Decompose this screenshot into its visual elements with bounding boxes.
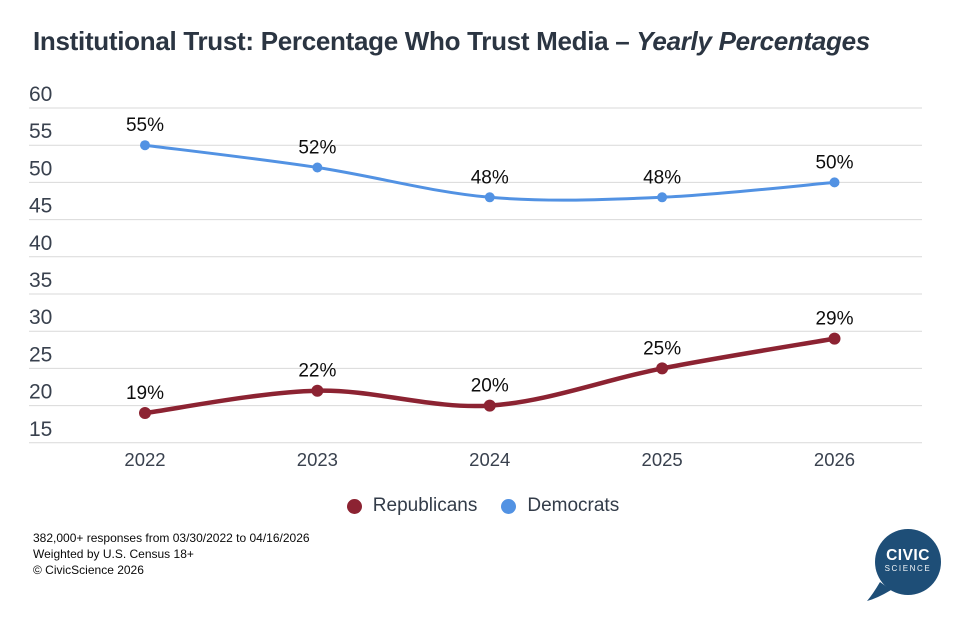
civicscience-logo-icon: CIVIC SCIENCE (867, 529, 941, 601)
data-point-democrats-2022 (140, 140, 150, 151)
data-point-democrats-2024 (484, 192, 495, 203)
y-axis-tick-label: 55 (29, 120, 52, 143)
x-axis-tick-label: 2026 (814, 449, 855, 470)
data-point-republicans-2024 (483, 399, 496, 412)
chart-title: Institutional Trust: Percentage Who Trus… (33, 26, 870, 57)
x-axis-tick-label: 2023 (297, 449, 338, 470)
data-point-label-republicans-2023: 22% (298, 361, 336, 382)
legend: Republicans Democrats (0, 495, 966, 517)
footnote-weighting: Weighted by U.S. Census 18+ (33, 547, 194, 561)
x-axis-tick-label: 2024 (469, 449, 510, 470)
data-point-label-democrats-2025: 48% (643, 167, 681, 188)
data-point-label-democrats-2022: 55% (126, 115, 164, 136)
legend-label-republicans: Republicans (372, 495, 478, 516)
chart-title-separator: – (615, 26, 630, 56)
svg-text:CIVIC: CIVIC (886, 547, 930, 564)
legend-label-democrats: Democrats (527, 495, 620, 516)
y-axis-tick-label: 20 (29, 381, 52, 404)
chart-title-main: Institutional Trust: Percentage Who Trus… (33, 26, 609, 56)
civicscience-logo: CIVIC SCIENCE (864, 522, 946, 609)
x-axis-tick-label: 2022 (124, 449, 165, 470)
footnote-responses: 382,000+ responses from 03/30/2022 to 04… (33, 531, 310, 545)
legend-marker-democrats-icon (501, 498, 517, 514)
svg-text:SCIENCE: SCIENCE (885, 564, 932, 573)
data-point-republicans-2026 (828, 332, 841, 345)
y-axis-tick-label: 35 (29, 269, 52, 292)
data-point-label-democrats-2026: 50% (815, 152, 853, 173)
data-point-label-republicans-2025: 25% (643, 338, 681, 359)
data-point-democrats-2025 (657, 192, 668, 203)
y-axis-tick-label: 15 (29, 418, 52, 441)
data-point-republicans-2023 (311, 384, 324, 397)
x-axis-tick-label: 2025 (642, 449, 683, 470)
legend-item-democrats[interactable]: Democrats (501, 495, 619, 517)
footnotes: 382,000+ responses from 03/30/2022 to 04… (33, 530, 310, 578)
chart-title-emphasis: Yearly Percentages (636, 26, 870, 56)
y-axis-tick-label: 25 (29, 343, 52, 366)
data-point-label-republicans-2026: 29% (815, 309, 853, 330)
data-point-label-democrats-2023: 52% (298, 138, 336, 159)
y-axis-tick-label: 30 (29, 306, 52, 329)
legend-marker-republicans-icon (346, 498, 362, 514)
data-point-label-republicans-2022: 19% (126, 383, 164, 404)
legend-item-republicans[interactable]: Republicans (346, 495, 478, 517)
data-point-democrats-2023 (312, 162, 323, 173)
data-point-democrats-2026 (829, 177, 840, 188)
y-axis-tick-label: 50 (29, 157, 52, 180)
data-point-label-democrats-2024: 48% (471, 167, 509, 188)
data-point-republicans-2022 (139, 407, 151, 420)
footnote-copyright: © CivicScience 2026 (33, 563, 144, 577)
data-point-republicans-2025 (656, 362, 669, 375)
data-point-label-republicans-2024: 20% (471, 376, 509, 397)
y-axis-tick-label: 40 (29, 232, 52, 255)
y-axis-tick-label: 45 (29, 195, 52, 218)
y-axis-tick-label: 60 (29, 83, 52, 106)
